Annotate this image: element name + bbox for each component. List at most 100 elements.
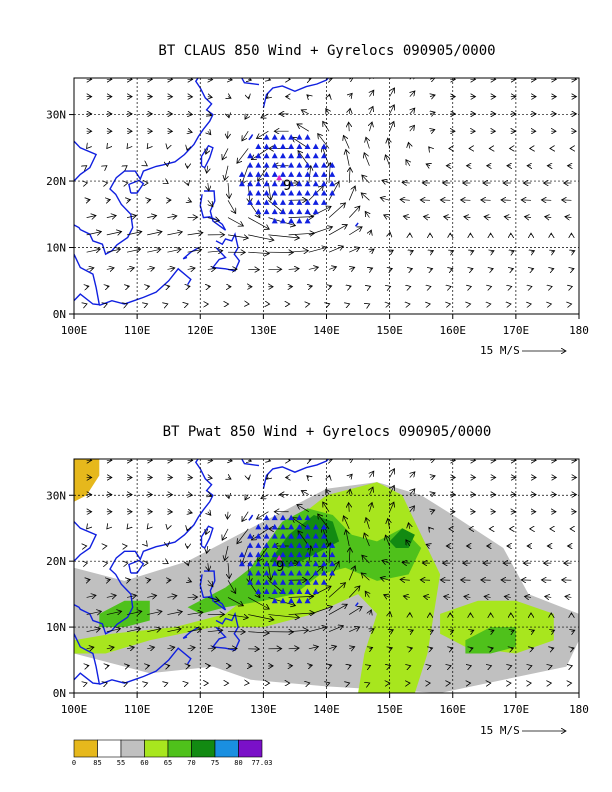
gyre-marker: [312, 208, 319, 215]
wind-vector: [571, 251, 574, 252]
wind-vector: [410, 648, 413, 649]
coastline-segment-11: [354, 602, 359, 607]
lon-tick-label: 160E: [440, 703, 467, 716]
gyre-marker: [288, 143, 295, 149]
gyre-marker: [288, 579, 295, 585]
wind-vector: [308, 607, 333, 615]
colorbar-swatch-2: [120, 739, 145, 758]
gyre-marker: [263, 190, 270, 196]
gyre-marker: [263, 560, 270, 567]
wind-vector: [106, 647, 114, 649]
wind-vector: [491, 630, 494, 631]
wind-vector: [571, 630, 574, 631]
wind-vector: [188, 183, 189, 185]
gyre-marker: [320, 190, 327, 196]
wind-vector: [364, 533, 370, 547]
gyre-marker: [296, 560, 303, 567]
gyre-marker: [255, 152, 262, 159]
gyre-marker: [263, 199, 270, 205]
wind-vector: [348, 186, 355, 201]
wind-vector: [127, 200, 130, 201]
gyre-marker: [247, 551, 254, 558]
gyre-markers-bottom: [238, 514, 336, 604]
wind-vector: [348, 206, 360, 218]
wind-vector: [288, 217, 314, 218]
gyre-marker: [304, 152, 311, 159]
gyre-marker: [304, 514, 311, 521]
wind-vector: [328, 583, 345, 598]
gyre-marker: [279, 560, 286, 567]
wind-vector: [268, 614, 299, 618]
gyre-marker: [329, 190, 336, 196]
gyre-marker: [271, 579, 278, 585]
gyre-marker: [263, 533, 270, 539]
wind-vector: [207, 648, 216, 649]
wind-vector: [388, 519, 390, 529]
lon-tick-label: 130E: [250, 703, 277, 716]
wind-vector: [565, 596, 572, 597]
wind-vector: [188, 563, 189, 565]
lon-tick-label: 160E: [440, 324, 467, 337]
wind-vector: [106, 595, 116, 597]
wind-vector: [208, 97, 212, 98]
lon-tick-label: 140E: [313, 324, 340, 337]
wind-vector: [349, 122, 350, 132]
gyre-marker: [320, 180, 327, 187]
wind-vector: [349, 108, 350, 114]
axis-ticks-top: 100E 110E 120E 130E 140E 150E 160E 170E 180 0N 10N…: [46, 109, 589, 337]
wind-vector: [349, 665, 351, 666]
gyre-marker: [288, 542, 295, 548]
wind-vector: [429, 147, 430, 149]
wind-vector: [511, 648, 514, 649]
gyre-marker: [263, 588, 270, 594]
wind-vector: [408, 142, 409, 149]
wind-vector: [389, 88, 395, 97]
wind-vector: [208, 563, 209, 571]
gyre-marker: [271, 171, 278, 177]
wind-vector: [410, 251, 413, 253]
gyre-marker: [320, 579, 327, 585]
gyre-marker: [304, 533, 311, 539]
wind-vector: [464, 217, 471, 218]
wind-vector: [349, 93, 352, 96]
wind-vector: [380, 578, 390, 581]
coastline-segment-8: [99, 267, 192, 307]
wind-vector: [565, 217, 572, 218]
gyre-marker: [320, 533, 327, 539]
map-panel-top: 9 100E 110E 120E 130E 140E 150E 160E 170E 1800N1…: [46, 77, 589, 357]
gyre-marker: [320, 152, 327, 159]
wind-vector: [349, 647, 354, 649]
gyre-marker: [271, 514, 278, 521]
lon-tick-label: 140E: [313, 703, 340, 716]
gyre-marker: [288, 523, 295, 530]
gyre-markers-top: [238, 134, 336, 224]
gyre-marker: [304, 588, 311, 594]
wind-vector: [328, 626, 343, 633]
wind-vector: [147, 216, 156, 218]
coastline-segment-4: [182, 246, 200, 260]
gyre-marker: [247, 190, 254, 196]
wind-vector: [187, 233, 203, 235]
wind-vector: [87, 200, 90, 201]
colorbar-label-5: 70: [187, 759, 195, 767]
wind-vector: [531, 251, 534, 252]
gyre-marker: [279, 134, 286, 140]
gyre-marker: [271, 208, 278, 215]
wind-vector: [329, 475, 330, 477]
wind-vector: [390, 630, 394, 632]
gyre-marker: [263, 180, 270, 187]
gyre-marker: [312, 143, 319, 149]
lon-tick-label: 150E: [376, 324, 403, 337]
wind-vector: [208, 477, 212, 478]
vector-key-label-top: 15 M/S: [480, 344, 520, 357]
wind-vector: [430, 78, 435, 80]
wind-vector: [410, 489, 415, 495]
gyre-marker: [329, 570, 336, 576]
wind-vector: [406, 540, 410, 547]
gyre-marker: [247, 199, 254, 205]
wind-vector: [470, 269, 473, 270]
wind-vector: [484, 217, 491, 218]
wind-vector: [167, 596, 176, 598]
wind-vector: [147, 268, 154, 270]
colorbar: 0 85 55 60 65 70 75 80 77.03: [72, 739, 273, 767]
